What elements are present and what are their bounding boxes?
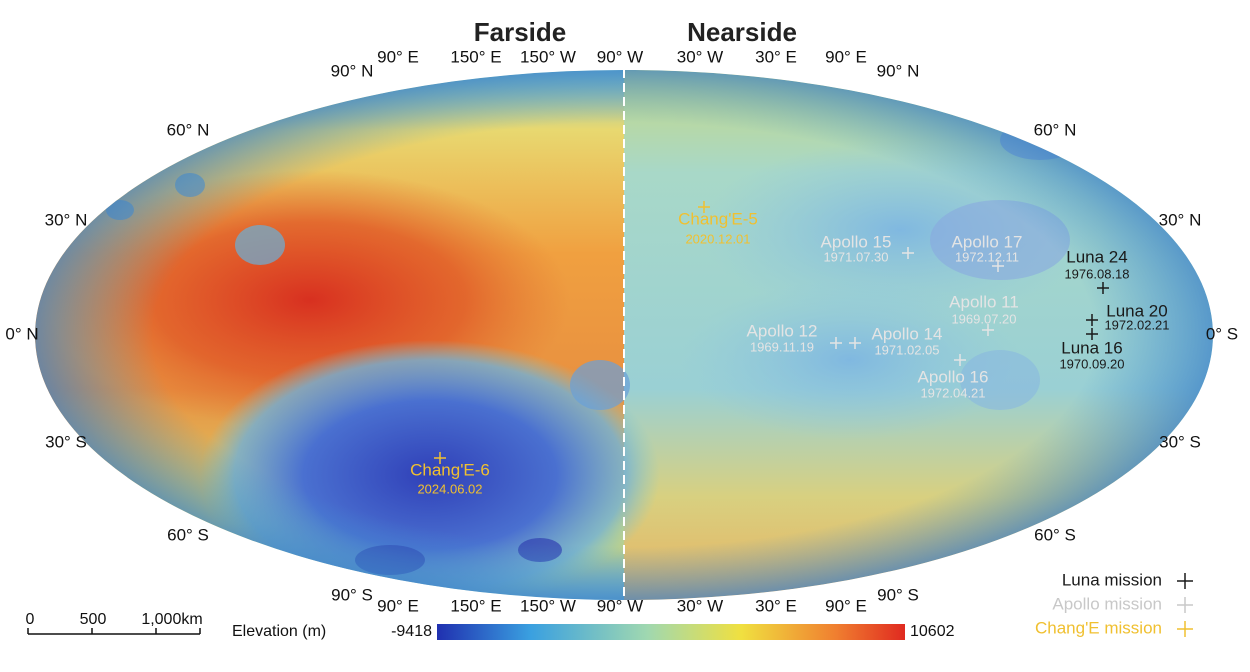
latitude-label: 30° N — [45, 210, 88, 229]
longitude-label: 90° E — [825, 596, 867, 615]
scale-label: 1,000km — [141, 611, 202, 628]
site-name: Apollo 14 — [872, 324, 943, 343]
site-name: Apollo 15 — [821, 232, 892, 251]
latitude-label: 60° N — [167, 120, 210, 139]
latitude-label: 30° N — [1159, 210, 1202, 229]
site-date: 1970.09.20 — [1059, 356, 1124, 371]
site-name: Luna 24 — [1066, 247, 1127, 266]
site-date: 1972.02.21 — [1104, 317, 1169, 332]
longitude-label: 150° E — [450, 596, 501, 615]
colorbar-min: -9418 — [391, 623, 432, 640]
site-date: 1976.08.18 — [1064, 266, 1129, 281]
longitude-label: 90° E — [825, 47, 867, 66]
site-name: Apollo 17 — [952, 232, 1023, 251]
legend-label: Luna mission — [1062, 570, 1162, 589]
site-date: 2024.06.02 — [417, 481, 482, 496]
longitude-label: 150° W — [520, 47, 576, 66]
site-date: 1971.02.05 — [874, 342, 939, 357]
site-date: 1972.04.21 — [920, 385, 985, 400]
latitude-label: 90° N — [877, 61, 920, 80]
longitude-label: 150° W — [520, 596, 576, 615]
site-name: Apollo 16 — [918, 367, 989, 386]
site-name: Luna 16 — [1061, 338, 1122, 357]
longitude-label: 30° W — [677, 596, 723, 615]
longitude-label: 30° W — [677, 47, 723, 66]
latitude-label: 90° S — [877, 585, 919, 604]
colorbar-title: Elevation (m) — [232, 623, 326, 640]
latitude-label: 30° S — [45, 432, 87, 451]
latitude-label: 60° N — [1034, 120, 1077, 139]
nearside-title: Nearside — [687, 17, 797, 47]
latitude-label: 60° S — [167, 525, 209, 544]
farside-title: Farside — [474, 17, 567, 47]
latitude-label: 90° N — [331, 61, 374, 80]
site-name: Luna 20 — [1106, 301, 1167, 320]
site-name: Chang'E-6 — [410, 460, 490, 479]
colorbar — [437, 624, 905, 640]
colorbar-max: 10602 — [910, 623, 955, 640]
scale-label: 500 — [80, 611, 107, 628]
legend-label: Chang'E mission — [1035, 618, 1162, 637]
site-date: 1969.11.19 — [750, 339, 814, 354]
site-name: Chang'E-5 — [678, 209, 758, 228]
longitude-label: 150° E — [450, 47, 501, 66]
latitude-label: 0° N — [5, 324, 38, 343]
site-date: 2020.12.01 — [685, 231, 750, 246]
longitude-label: 90° W — [597, 47, 643, 66]
longitude-label: 90° E — [377, 596, 419, 615]
latitude-label: 60° S — [1034, 525, 1076, 544]
latitude-label: 30° S — [1159, 432, 1201, 451]
legend-label: Apollo mission — [1052, 594, 1162, 613]
site-date: 1969.07.20 — [951, 311, 1016, 326]
site-name: Apollo 12 — [747, 321, 818, 340]
site-date: 1972.12.11 — [955, 249, 1019, 264]
latitude-label: 0° S — [1206, 324, 1238, 343]
site-date: 1971.07.30 — [823, 249, 888, 264]
longitude-label: 90° E — [377, 47, 419, 66]
longitude-label: 30° E — [755, 47, 797, 66]
longitude-label: 30° E — [755, 596, 797, 615]
latitude-label: 90° S — [331, 585, 373, 604]
scale-label: 0 — [26, 611, 35, 628]
site-name: Apollo 11 — [949, 292, 1019, 311]
longitude-label: 90° W — [597, 596, 643, 615]
